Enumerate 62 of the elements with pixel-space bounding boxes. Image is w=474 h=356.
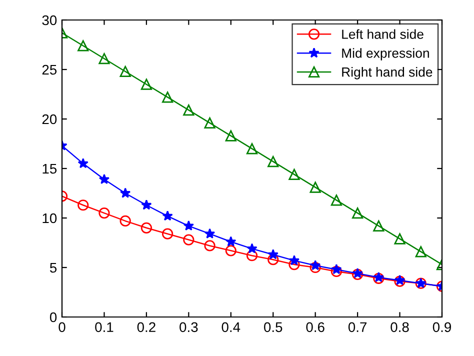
point [78, 40, 89, 52]
x-tick-label: 0.6 [306, 322, 324, 332]
point [162, 92, 174, 103]
point [183, 220, 194, 231]
point [78, 200, 89, 211]
y-tick-label: 25 [42, 64, 57, 75]
point [331, 264, 342, 274]
point [120, 188, 131, 198]
point [140, 222, 152, 234]
point [415, 246, 426, 258]
x-tick-label: 0.1 [95, 322, 114, 332]
point [268, 254, 279, 266]
x-tick-label: 0.8 [390, 322, 409, 332]
y-tick-label: 10 [42, 213, 57, 224]
point [246, 250, 258, 262]
y-tick-label: 5 [50, 262, 57, 273]
point [246, 143, 258, 154]
legend-label: Mid expression [342, 48, 429, 60]
point [288, 255, 300, 266]
point [225, 130, 236, 142]
y-tick-label: 30 [42, 15, 57, 26]
point [98, 53, 110, 64]
legend-label: Left hand side [342, 29, 424, 39]
y-tick-label: 15 [42, 164, 57, 174]
point [98, 207, 110, 219]
point [310, 262, 321, 274]
x-tick-label: 0.3 [180, 322, 198, 332]
point [204, 117, 216, 129]
point [204, 228, 216, 238]
x-tick-label: 0.2 [137, 322, 156, 332]
point [394, 233, 406, 244]
point [373, 220, 384, 232]
x-tick-label: 0.9 [432, 322, 451, 332]
point [141, 200, 152, 210]
x-tick-label: 0.7 [348, 322, 367, 332]
point [162, 210, 173, 221]
point [352, 207, 364, 219]
point [310, 182, 321, 193]
point [120, 66, 131, 78]
point [225, 245, 236, 256]
x-tick-label: 0 [58, 322, 66, 332]
x-tick-label: 0.4 [222, 322, 240, 332]
point [268, 249, 278, 260]
point [120, 215, 131, 227]
legend-label: Right hand side [342, 67, 432, 80]
point [183, 234, 194, 246]
point [288, 168, 300, 180]
point [204, 240, 216, 252]
point [246, 243, 258, 254]
y-tick-label: 0 [50, 312, 57, 322]
point [98, 174, 110, 184]
point [140, 78, 152, 90]
point [310, 260, 321, 270]
point [78, 158, 88, 168]
point [183, 104, 194, 116]
x-tick-label: 0.5 [264, 322, 282, 332]
y-tick-label: 20 [42, 114, 57, 124]
point [268, 156, 279, 168]
point [226, 236, 236, 246]
point [330, 266, 342, 278]
point [162, 228, 174, 240]
point [330, 194, 342, 206]
